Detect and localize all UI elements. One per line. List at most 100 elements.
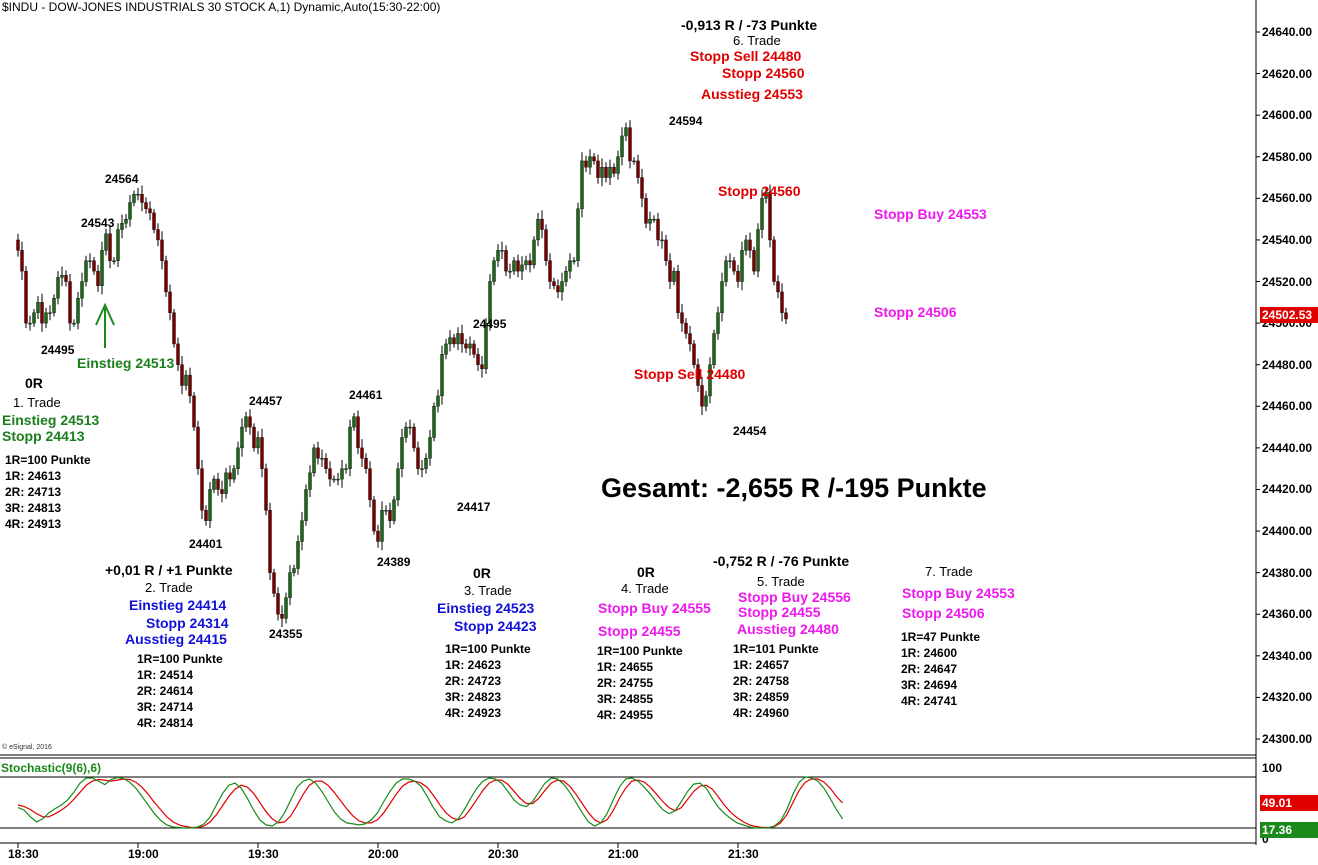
trade5-exit: Ausstieg 24480 — [737, 621, 839, 637]
candle-body — [636, 160, 640, 178]
stoch-k-line — [17, 776, 844, 829]
trade2-name: 2. Trade — [145, 580, 193, 595]
candle-body — [204, 510, 208, 521]
candle-body — [364, 458, 368, 469]
last-price-badge: 24502.53 — [1260, 307, 1318, 323]
candle-body — [716, 312, 720, 334]
candle-body — [252, 426, 256, 449]
trade1-r0: 1R=100 Punkte — [5, 453, 91, 467]
candle-body — [216, 478, 220, 490]
candle-body — [124, 218, 128, 224]
candle-body — [20, 250, 24, 272]
candle-body — [24, 270, 28, 324]
candle-body — [536, 218, 540, 241]
candle-body — [736, 270, 740, 282]
candle-body — [200, 468, 204, 511]
trade5-r2: 2R: 24758 — [733, 674, 790, 688]
trade7-stop-buy: Stopp Buy 24553 — [902, 585, 1015, 601]
candle-body — [320, 458, 324, 460]
candle-body — [768, 191, 772, 241]
candle-body — [476, 354, 480, 365]
candle-body — [300, 520, 304, 542]
candle-body — [760, 198, 764, 230]
candle-body — [684, 322, 688, 334]
trade3-r1: 1R: 24623 — [445, 658, 502, 672]
trade5-name: 5. Trade — [757, 574, 805, 589]
candle-body — [384, 510, 388, 512]
trade2-entry: Einstieg 24414 — [129, 597, 227, 613]
candle-body — [504, 250, 508, 272]
trade5-r3: 3R: 24859 — [733, 690, 790, 704]
candle-body — [560, 281, 564, 293]
candle-body — [780, 291, 784, 313]
candle-body — [392, 499, 396, 521]
candle-body — [116, 229, 120, 261]
candle-body — [456, 333, 460, 345]
candle-body — [700, 385, 704, 407]
candle-body — [740, 250, 744, 282]
candle-body — [152, 212, 156, 230]
price-tick-label: 24360.00 — [1262, 607, 1313, 622]
candle-body — [388, 510, 392, 521]
candle-body — [360, 447, 364, 459]
trade5-r0: 1R=101 Punkte — [733, 642, 819, 656]
candle-body — [412, 426, 416, 449]
candle-body — [444, 343, 448, 355]
candle-body — [352, 416, 356, 428]
candle-body — [500, 250, 504, 252]
candle-body — [420, 468, 424, 470]
trade2-r3: 3R: 24714 — [137, 700, 194, 714]
candle-body — [280, 614, 284, 619]
marker-stopp-24506: Stopp 24506 — [874, 304, 957, 320]
candle-body — [548, 260, 552, 282]
candle-body — [708, 364, 712, 397]
trade2-r2: 2R: 24614 — [137, 684, 194, 698]
price-tick-label: 24560.00 — [1262, 191, 1313, 206]
trade3-entry: Einstieg 24523 — [437, 600, 535, 616]
price-tick-label: 24440.00 — [1262, 440, 1313, 455]
candle-body — [628, 127, 632, 162]
candle-body — [552, 281, 556, 286]
candle-body — [108, 233, 112, 261]
candle-body — [84, 260, 88, 282]
stochastic-panel — [17, 776, 844, 829]
candle-body — [316, 447, 320, 459]
candle-body — [28, 322, 32, 325]
candle-body — [492, 260, 496, 282]
marker-stopp-sell-24480: Stopp Sell 24480 — [634, 366, 746, 382]
marker-stopp-24560: Stopp 24560 — [718, 183, 801, 199]
candle-body — [88, 260, 92, 262]
time-tick-1900: 19:00 — [128, 847, 159, 861]
candle-body — [64, 275, 68, 282]
trade6-name: 6. Trade — [733, 33, 781, 48]
candle-body — [756, 229, 760, 272]
candle-body — [784, 312, 788, 320]
candle-body — [600, 166, 604, 178]
time-tick-1830: 18:30 — [8, 847, 39, 861]
candle-body — [432, 406, 436, 438]
candle-body — [132, 193, 136, 203]
candle-body — [44, 312, 48, 324]
price-tick-label: 24400.00 — [1262, 524, 1313, 539]
price-tick-label: 24620.00 — [1262, 66, 1313, 81]
candle-body — [172, 312, 176, 345]
trade7-r0: 1R=47 Punkte — [901, 630, 981, 644]
candle-body — [240, 426, 244, 449]
candle-body — [72, 322, 76, 325]
trade1-entry: Einstieg 24513 — [2, 412, 100, 428]
candle-body — [480, 364, 484, 370]
candle-body — [248, 416, 252, 428]
stochastic-title: Stochastic(9(6),6) — [1, 761, 102, 775]
candle-body — [668, 260, 672, 282]
time-tick-2100: 21:00 — [608, 847, 639, 861]
candle-body — [272, 572, 276, 594]
trade3-r3: 3R: 24823 — [445, 690, 502, 704]
swing-label: 24401 — [189, 537, 223, 551]
swing-label: 24564 — [105, 172, 139, 186]
candle-body — [604, 166, 608, 178]
trade4-r2: 2R: 24755 — [597, 676, 654, 690]
price-tick-label: 24640.00 — [1262, 25, 1313, 39]
chart-frame — [0, 0, 1260, 848]
trade6-stop: Stopp 24560 — [722, 65, 805, 81]
